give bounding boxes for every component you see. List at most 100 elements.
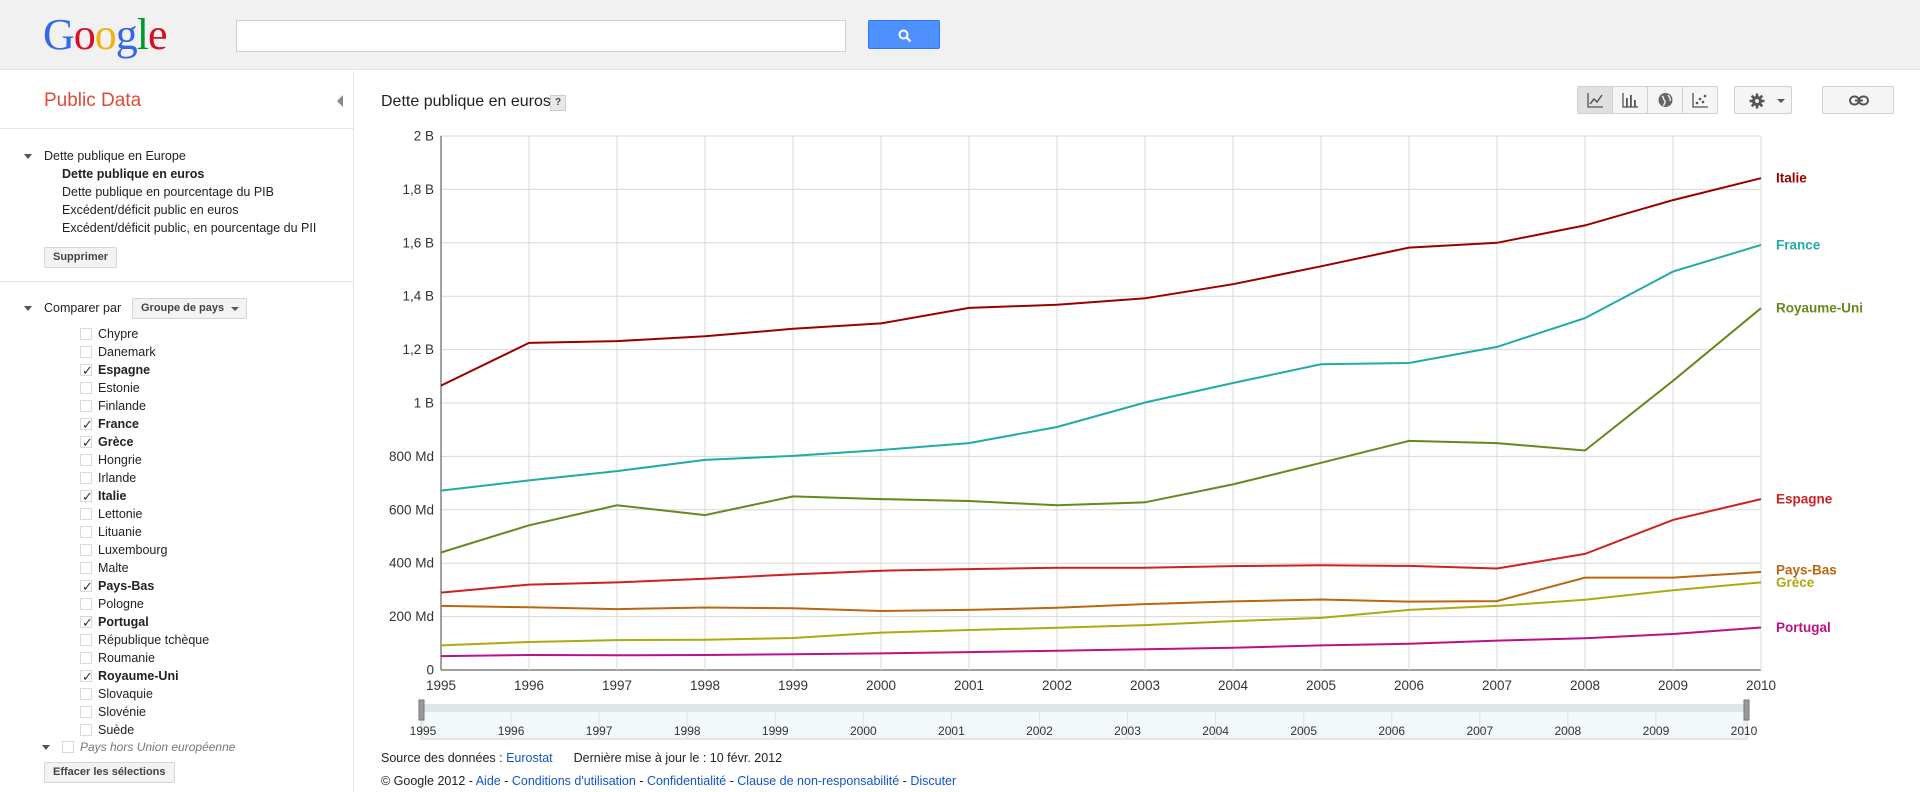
timeline-label: 2000 xyxy=(850,724,877,738)
dataset-item[interactable]: Excédent/déficit public, en pourcentage … xyxy=(62,221,317,235)
globe-icon[interactable] xyxy=(1648,87,1683,113)
country-checkbox[interactable] xyxy=(80,454,92,466)
x-tick-label: 2001 xyxy=(954,678,984,693)
search-button[interactable] xyxy=(868,20,940,49)
series-label: Royaume-Uni xyxy=(1776,301,1863,316)
country-checkbox[interactable] xyxy=(80,508,92,520)
disclaimer-link[interactable]: Clause de non-responsabilité xyxy=(737,774,900,788)
country-checkbox[interactable] xyxy=(80,346,92,358)
country-label: Slovénie xyxy=(98,705,146,719)
delete-button[interactable]: Supprimer xyxy=(44,247,118,268)
logo-letter: o xyxy=(94,10,117,59)
google-logo[interactable]: Google xyxy=(43,10,168,60)
country-checkbox[interactable]: ✓ xyxy=(80,669,93,684)
country-checkbox[interactable] xyxy=(80,688,92,700)
x-tick-label: 1995 xyxy=(426,678,456,693)
series-line-espagne xyxy=(440,498,1762,594)
compare-by-select[interactable]: Groupe de pays xyxy=(132,298,248,319)
country-checkbox[interactable]: ✓ xyxy=(80,435,93,450)
non-eu-checkbox[interactable] xyxy=(62,741,74,753)
country-checkbox[interactable] xyxy=(80,526,92,538)
help-link[interactable]: Aide xyxy=(475,774,501,788)
country-checkbox[interactable]: ✓ xyxy=(80,615,93,630)
dataset-item[interactable]: Dette publique en euros xyxy=(62,167,205,181)
sidebar-title[interactable]: Public Data xyxy=(44,90,142,111)
logo-letter: l xyxy=(136,10,149,59)
country-checkbox[interactable] xyxy=(80,724,92,736)
logo-letter: e xyxy=(148,10,168,59)
chevron-down-icon xyxy=(1777,99,1785,103)
country-checkbox[interactable] xyxy=(80,382,92,394)
expand-non-eu-icon[interactable] xyxy=(42,745,50,750)
terms-link[interactable]: Conditions d'utilisation xyxy=(511,774,636,788)
timeline-label: 2007 xyxy=(1466,724,1493,738)
line-chart-icon[interactable] xyxy=(1578,87,1613,113)
country-label: Chypre xyxy=(98,327,139,341)
bar-chart-icon[interactable] xyxy=(1613,87,1648,113)
country-checkbox[interactable]: ✓ xyxy=(80,579,93,594)
country-label: Danemark xyxy=(98,345,156,359)
country-label: Lituanie xyxy=(98,525,142,539)
y-tick-label: 1,8 B xyxy=(402,182,434,197)
series-label: Pays-Bas xyxy=(1776,563,1837,578)
series-label: France xyxy=(1776,237,1821,252)
link-button[interactable] xyxy=(1822,86,1894,114)
country-checkbox[interactable] xyxy=(80,598,92,610)
country-checkbox[interactable]: ✓ xyxy=(80,417,93,432)
y-tick-label: 0 xyxy=(426,663,434,678)
country-checkbox[interactable] xyxy=(80,634,92,646)
x-tick-label: 2007 xyxy=(1482,678,1512,693)
country-checkbox[interactable] xyxy=(80,652,92,664)
country-label: Estonie xyxy=(98,381,140,395)
last-updated: Dernière mise à jour le : 10 févr. 2012 xyxy=(573,751,783,765)
country-checkbox[interactable]: ✓ xyxy=(80,489,93,504)
country-checkbox[interactable] xyxy=(80,328,92,340)
settings-button[interactable] xyxy=(1734,86,1792,114)
dataset-item[interactable]: Dette publique en pourcentage du PIB xyxy=(62,185,274,199)
series-label: Italie xyxy=(1776,171,1807,186)
x-tick-label: 2003 xyxy=(1130,678,1160,693)
source-link[interactable]: Eurostat xyxy=(506,751,553,765)
privacy-link[interactable]: Confidentialité xyxy=(646,774,727,788)
x-tick-label: 2010 xyxy=(1746,678,1776,693)
series-line-italie xyxy=(440,177,1762,387)
expand-compare-icon[interactable] xyxy=(24,306,32,311)
timeline-label: 2010 xyxy=(1731,724,1758,738)
clear-selections-button[interactable]: Effacer les sélections xyxy=(44,762,175,783)
country-checkbox[interactable] xyxy=(80,472,92,484)
country-checkbox[interactable] xyxy=(80,706,92,718)
timeline-label: 2008 xyxy=(1555,724,1582,738)
non-eu-row[interactable]: Pays hors Union européenne xyxy=(0,740,353,754)
country-checkbox[interactable]: ✓ xyxy=(80,363,93,378)
help-icon[interactable]: ? xyxy=(550,95,566,111)
country-checkbox[interactable] xyxy=(80,400,92,412)
collapse-sidebar-icon[interactable] xyxy=(337,95,343,107)
dataset-item[interactable]: Excédent/déficit public en euros xyxy=(62,203,239,217)
series-label: Espagne xyxy=(1776,492,1833,507)
dataset-root[interactable]: Dette publique en Europe xyxy=(44,149,186,163)
y-tick-label: 1,4 B xyxy=(402,289,434,304)
checkmark-icon: ✓ xyxy=(82,363,93,378)
country-label: Suède xyxy=(98,723,135,737)
chevron-down-icon xyxy=(231,307,240,311)
y-tick-label: 800 Md xyxy=(389,449,434,464)
logo-letter: g xyxy=(115,10,138,59)
discuss-link[interactable]: Discuter xyxy=(910,774,957,788)
x-tick-label: 1996 xyxy=(514,678,544,693)
country-label: République tchèque xyxy=(98,633,210,647)
country-checkbox[interactable] xyxy=(80,544,92,556)
timeline-label: 1999 xyxy=(762,724,789,738)
checkmark-icon: ✓ xyxy=(82,417,93,432)
link-icon xyxy=(1849,95,1869,106)
expand-dataset-icon[interactable] xyxy=(24,154,32,159)
timeline-label: 1998 xyxy=(674,724,701,738)
series-line-portugal xyxy=(440,626,1762,658)
x-tick-label: 1997 xyxy=(602,678,632,693)
scatter-icon[interactable] xyxy=(1683,87,1718,113)
y-tick-label: 200 Md xyxy=(389,609,434,624)
search-input[interactable] xyxy=(236,20,846,52)
country-checkbox[interactable] xyxy=(80,562,92,574)
checkmark-icon: ✓ xyxy=(82,615,93,630)
y-tick-label: 2 B xyxy=(414,129,434,144)
country-label: Lettonie xyxy=(98,507,143,521)
